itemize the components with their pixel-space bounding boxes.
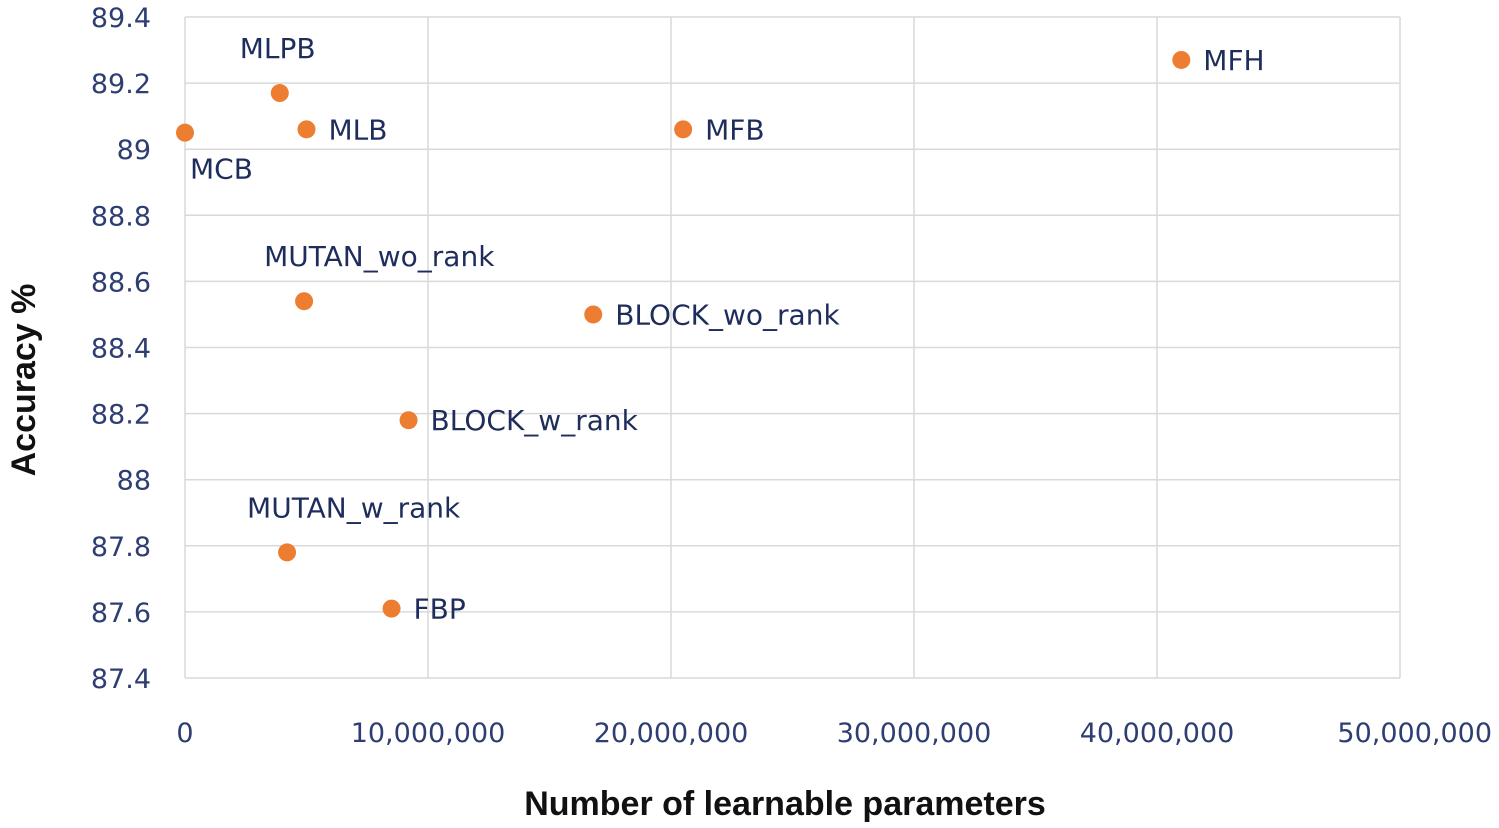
data-point-mutan-wo-rank: [295, 292, 314, 311]
x-tick-label: 10,000,000: [351, 718, 506, 749]
data-point-mfb: [674, 120, 693, 139]
point-label: MFB: [705, 113, 764, 146]
point-label: FBP: [414, 593, 466, 626]
y-tick-label: 87.8: [91, 532, 151, 563]
data-point-fbp: [382, 599, 401, 618]
data-point-mfh: [1172, 50, 1191, 69]
x-axis-title: Number of learnable parameters: [524, 785, 1046, 823]
y-tick-label: 89: [117, 135, 151, 166]
point-label: MFH: [1203, 44, 1264, 77]
y-tick-label: 87.6: [91, 598, 151, 629]
y-tick-label: 87.4: [91, 664, 151, 695]
data-point-mutan-w-rank: [278, 543, 297, 562]
y-tick-label: 88.8: [91, 201, 151, 232]
data-point-block-w-rank: [399, 411, 418, 430]
point-labels: MCB MLPB MLB MFB MFH MUTAN_wo_rank BLOCK_wo_ra…: [190, 32, 1265, 626]
x-axis-ticks: 0 10,000,000 20,000,000 30,000,000 40,000,00…: [176, 718, 1492, 749]
x-tick-label: 40,000,000: [1080, 718, 1235, 749]
data-point-block-wo-rank: [584, 305, 603, 324]
x-tick-label: 30,000,000: [837, 718, 992, 749]
point-label: MLB: [329, 113, 388, 146]
point-label: MUTAN_w_rank: [247, 491, 461, 524]
y-tick-label: 88.6: [91, 267, 151, 298]
x-tick-label: 50,000,000: [1337, 718, 1492, 749]
y-tick-label: 89.4: [91, 3, 151, 34]
data-point-mlpb: [270, 84, 289, 103]
data-point-mcb: [176, 123, 194, 142]
point-label: BLOCK_wo_rank: [615, 298, 840, 331]
y-axis-ticks: 87.4 87.6 87.8 88 88.2 88.4 88.6 88.8 89 89.2 89.4: [91, 3, 151, 695]
point-label: MUTAN_wo_rank: [264, 240, 495, 273]
y-tick-label: 88.2: [91, 400, 151, 431]
x-tick-label: 20,000,000: [594, 718, 749, 749]
x-tick-label: 0: [176, 718, 193, 749]
data-points: [176, 50, 1191, 618]
point-label: MLPB: [240, 32, 316, 65]
data-point-mlb: [297, 120, 316, 139]
point-label: BLOCK_w_rank: [431, 404, 639, 437]
point-label: MCB: [190, 153, 253, 186]
y-tick-label: 88.4: [91, 334, 151, 365]
y-tick-label: 88: [117, 466, 151, 497]
y-axis-title: Accuracy %: [5, 284, 43, 477]
y-tick-label: 89.2: [91, 69, 151, 100]
